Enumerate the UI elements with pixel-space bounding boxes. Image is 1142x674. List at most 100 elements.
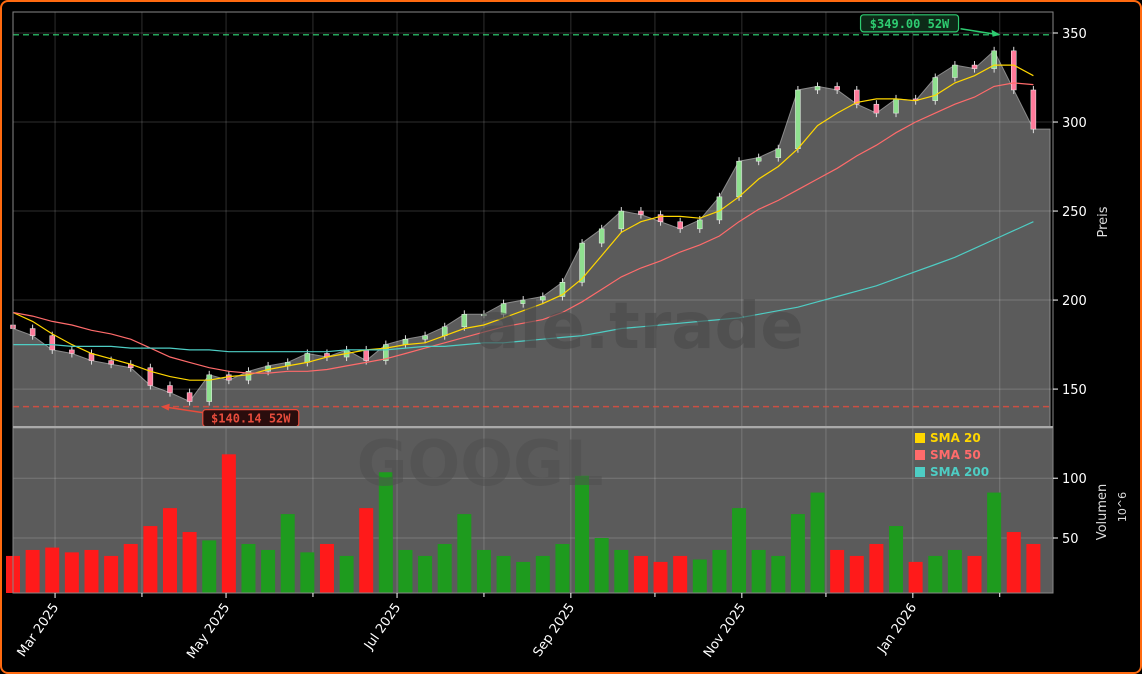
volume-bar xyxy=(575,475,590,593)
volume-bar xyxy=(516,561,531,593)
low-52w-arrow xyxy=(162,405,203,414)
volume-tick-label: 50 xyxy=(1062,532,1079,547)
volume-bar xyxy=(967,555,982,593)
candle-body xyxy=(363,349,369,361)
volume-bar xyxy=(653,561,668,593)
volume-tick-label: 100 xyxy=(1062,472,1087,487)
candle-body xyxy=(540,296,546,301)
price-tick-label: 200 xyxy=(1062,294,1087,309)
volume-bar xyxy=(633,555,648,593)
candle-body xyxy=(1011,50,1017,91)
volume-bar xyxy=(261,549,276,593)
legend-label: SMA 200 xyxy=(930,465,989,479)
watermark-ticker: GOOGL xyxy=(357,427,604,500)
candle-body xyxy=(108,360,114,365)
volume-ylabel: Volumen xyxy=(1095,484,1110,541)
price-tick-label: 300 xyxy=(1062,116,1087,131)
volume-bar xyxy=(849,555,864,593)
volume-bar xyxy=(64,552,79,593)
watermark-brand: ale.trade xyxy=(476,290,803,364)
x-tick-label: Sep 2025 xyxy=(530,601,578,660)
volume-bar xyxy=(319,543,334,593)
volume-bar xyxy=(202,540,217,593)
volume-bar xyxy=(1026,543,1041,593)
volume-bar xyxy=(1006,532,1021,593)
volume-bar xyxy=(594,538,609,593)
candle-body xyxy=(422,335,428,340)
candle-body xyxy=(795,89,801,149)
volume-bar xyxy=(398,549,413,593)
candle-body xyxy=(991,50,997,69)
candle-body xyxy=(716,196,723,221)
candle-body xyxy=(1030,89,1037,130)
volume-bar xyxy=(84,549,99,593)
candle-body xyxy=(873,103,880,114)
x-tick-label: May 2025 xyxy=(184,601,233,662)
candle-body xyxy=(579,242,585,283)
price-tick-label: 150 xyxy=(1062,383,1087,398)
volume-bar xyxy=(359,508,374,593)
price-ylabel: Preis xyxy=(1096,206,1111,237)
volume-bar xyxy=(869,543,884,593)
volume-bar xyxy=(104,555,119,593)
candle-body xyxy=(304,353,311,363)
x-tick-label: Nov 2025 xyxy=(701,601,749,661)
legend-swatch xyxy=(915,450,925,460)
volume-bar xyxy=(496,555,511,593)
candle-body xyxy=(893,98,899,114)
x-tick-label: Jul 2025 xyxy=(361,601,404,654)
volume-bar xyxy=(771,555,786,593)
candle-body xyxy=(441,326,448,336)
volume-bar xyxy=(692,559,707,593)
volume-bar xyxy=(378,472,393,593)
candle-body xyxy=(657,214,664,222)
candle-body xyxy=(971,64,978,69)
sma-line-sma-50 xyxy=(12,82,1034,374)
volume-bar xyxy=(182,532,197,593)
candle-body xyxy=(500,303,507,315)
candle-body xyxy=(206,374,212,402)
high-52w-arrowhead xyxy=(991,29,1001,37)
low-52w-label: $140.14 52W xyxy=(211,412,291,426)
volume-bar xyxy=(712,549,727,593)
volume-bar xyxy=(339,555,354,593)
volume-bar xyxy=(300,552,315,593)
candle-body xyxy=(402,338,409,345)
candle-body xyxy=(598,228,605,244)
volume-bar xyxy=(889,526,904,593)
volume-bar xyxy=(418,555,433,593)
candle-body xyxy=(461,314,468,328)
legend-label: SMA 50 xyxy=(930,448,981,462)
volume-bar xyxy=(162,508,177,593)
candle-body xyxy=(755,157,762,162)
volume-unit: 10^6 xyxy=(1116,492,1129,522)
legend-swatch xyxy=(915,467,925,477)
volume-bar xyxy=(614,549,629,593)
x-tick-label: Jan 2026 xyxy=(874,601,920,657)
candle-body xyxy=(481,314,487,317)
volume-bar xyxy=(555,543,570,593)
candle-body xyxy=(69,349,75,354)
candle-body xyxy=(383,344,389,361)
candle-body xyxy=(932,77,939,101)
candle-body xyxy=(559,282,566,297)
candle-body xyxy=(697,219,703,230)
candle-body xyxy=(520,299,526,304)
candle-body xyxy=(952,64,958,78)
candle-body xyxy=(677,221,683,230)
candle-body xyxy=(775,148,782,158)
candle-body xyxy=(618,210,625,230)
candle-body xyxy=(186,392,193,402)
volume-bar xyxy=(830,549,845,593)
high-52w-label: $349.00 52W xyxy=(870,17,950,31)
volume-bar xyxy=(908,561,923,593)
legend: SMA 20 SMA 50 SMA 200 xyxy=(915,431,989,479)
candle-body xyxy=(167,385,173,393)
candle-body xyxy=(834,86,840,91)
volume-panel xyxy=(6,428,1053,593)
low-52w-arrowhead xyxy=(160,403,170,411)
sma-line-sma-20 xyxy=(12,64,1034,381)
volume-bar xyxy=(810,492,825,593)
volume-bar xyxy=(437,543,452,593)
